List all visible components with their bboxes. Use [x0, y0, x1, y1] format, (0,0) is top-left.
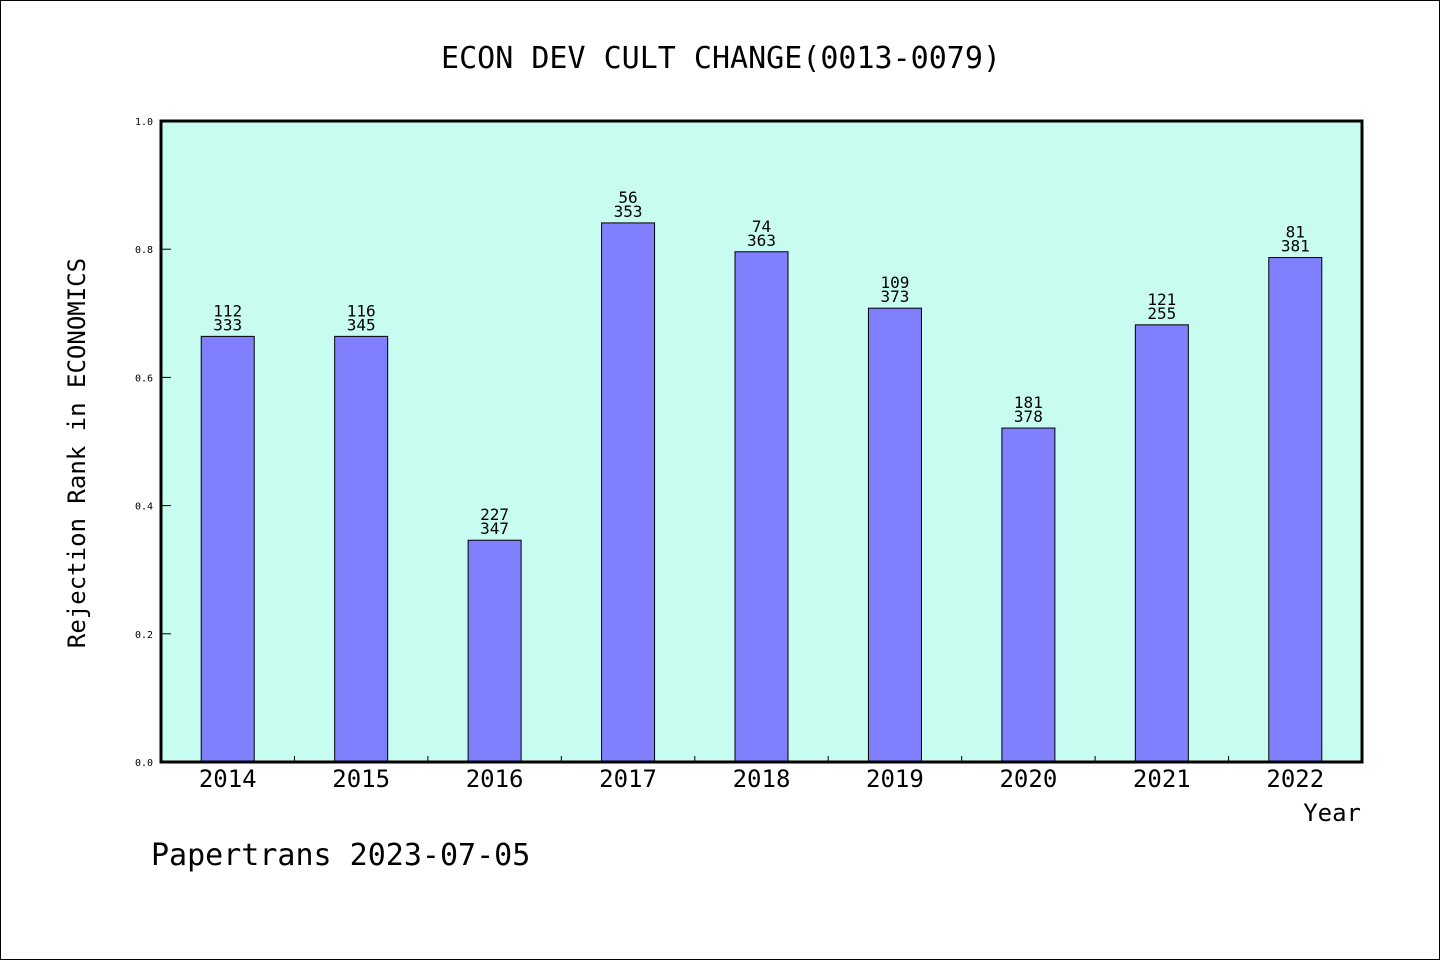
bar-label-bottom: 333 — [213, 315, 242, 334]
bar-2016 — [467, 539, 522, 763]
x-tick-label: 2019 — [866, 765, 924, 793]
x-tick-label: 2016 — [466, 765, 524, 793]
y-axis-label: Rejection Rank in ECONOMICS — [63, 258, 91, 648]
bar-label-top: 109 — [880, 273, 909, 292]
x-tick-label: 2021 — [1133, 765, 1191, 793]
x-tick-label: 2015 — [332, 765, 390, 793]
bar-label-bottom: 345 — [347, 315, 376, 334]
bar-2017 — [601, 222, 656, 763]
bar-2014 — [200, 335, 255, 763]
y-tick-label: 0.4 — [135, 502, 153, 513]
x-tick-label: 2020 — [999, 765, 1057, 793]
bar-label-top: 227 — [480, 505, 509, 524]
bar-label-top: 74 — [752, 217, 771, 236]
bar-label-top: 56 — [618, 188, 637, 207]
bar-2019 — [867, 307, 922, 763]
bar-2020 — [1001, 427, 1056, 763]
x-tick-label: 2017 — [599, 765, 657, 793]
bar-2022 — [1268, 257, 1323, 763]
y-tick-label: 0.8 — [135, 245, 153, 256]
bar-label-bottom: 353 — [614, 202, 643, 221]
x-tick-label: 2022 — [1266, 765, 1324, 793]
bar-label-bottom: 381 — [1281, 237, 1310, 256]
bar-2021 — [1134, 324, 1189, 763]
y-tick-label: 0.6 — [135, 373, 153, 384]
x-axis-label: Year — [1303, 799, 1361, 827]
bar-label-bottom: 378 — [1014, 407, 1043, 426]
y-tick-label: 0.0 — [135, 758, 153, 769]
bar-label-top: 81 — [1286, 223, 1305, 242]
footer-credit: Papertrans 2023-07-05 — [151, 838, 530, 873]
x-tick-label: 2018 — [733, 765, 791, 793]
bar-label-bottom: 363 — [747, 231, 776, 250]
bar-label-bottom: 373 — [880, 287, 909, 306]
x-tick-label: 2014 — [199, 765, 257, 793]
bar-label-top: 116 — [347, 301, 376, 320]
y-tick-label: 1.0 — [135, 117, 153, 128]
bar-2015 — [334, 335, 389, 763]
bar-2018 — [734, 251, 789, 763]
bar-label-top: 112 — [213, 301, 242, 320]
bar-label-top: 121 — [1147, 290, 1176, 309]
bar-label-top: 181 — [1014, 393, 1043, 412]
chart-title: ECON DEV CULT CHANGE(0013-0079) — [441, 41, 1001, 76]
y-tick-label: 0.2 — [135, 630, 153, 641]
bar-label-bottom: 255 — [1147, 304, 1176, 323]
bar-label-bottom: 347 — [480, 519, 509, 538]
plot-frame — [159, 119, 1364, 764]
